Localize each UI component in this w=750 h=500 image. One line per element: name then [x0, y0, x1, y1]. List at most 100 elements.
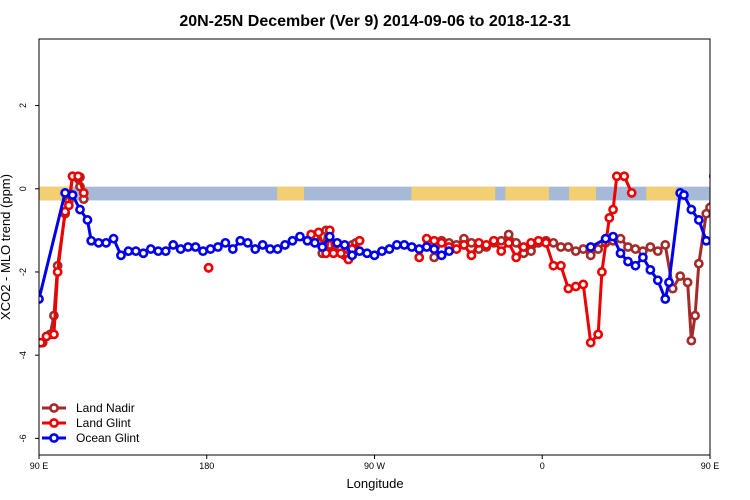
data-point: [623, 256, 633, 267]
data-point: [302, 235, 313, 246]
data-point: [526, 237, 536, 248]
data-point: [295, 231, 305, 242]
data-point: [75, 204, 85, 215]
data-point: [421, 242, 432, 252]
data-point: [205, 244, 216, 254]
data-point: [585, 242, 596, 252]
data-point: [235, 235, 246, 246]
series-line: [417, 174, 634, 345]
data-point: [638, 252, 648, 263]
data-point: [608, 231, 618, 242]
data-point: [369, 250, 380, 261]
data-point: [693, 258, 704, 269]
data-point: [555, 260, 566, 271]
data-point: [732, 252, 739, 259]
data-point: [555, 242, 566, 252]
data-point: [220, 237, 231, 248]
data-point: [336, 248, 346, 259]
series-ocean-glint: [39, 188, 747, 304]
data-point: [660, 294, 671, 304]
legend-marker: [49, 418, 59, 428]
data-point: [645, 264, 656, 275]
data-point: [203, 262, 214, 273]
data-point: [548, 237, 559, 248]
data-point: [377, 246, 387, 257]
data-point: [41, 331, 52, 342]
data-point: [626, 188, 637, 198]
data-point: [481, 240, 492, 250]
data-point: [718, 187, 725, 194]
data-point: [593, 244, 604, 254]
data-point: [317, 242, 328, 252]
data-point: [708, 173, 710, 180]
land-segment: [646, 186, 677, 201]
data-point: [578, 244, 589, 254]
data-point: [287, 235, 298, 246]
data-point: [391, 240, 402, 250]
data-point: [496, 246, 507, 257]
y-tick-label: -2: [18, 268, 28, 276]
data-point: [690, 310, 700, 321]
data-point: [78, 188, 89, 198]
data-point: [526, 246, 536, 257]
plot-area: [39, 171, 747, 348]
x-tick-label: 90 E: [30, 461, 49, 471]
data-point: [740, 248, 747, 255]
data-point: [652, 246, 663, 257]
data-point: [570, 246, 581, 257]
land-segment: [277, 186, 305, 201]
data-point: [131, 246, 141, 257]
data-point: [313, 227, 324, 238]
data-point: [52, 267, 63, 277]
data-point: [362, 248, 372, 259]
data-point: [496, 235, 507, 246]
legend-marker: [49, 433, 59, 443]
data-point: [60, 188, 70, 198]
data-point: [414, 252, 425, 263]
data-point: [160, 246, 171, 257]
x-tick-label: 90 W: [364, 461, 386, 471]
data-point: [339, 240, 350, 250]
data-point: [49, 329, 59, 340]
data-point: [660, 240, 671, 250]
data-point: [593, 329, 604, 340]
data-point: [332, 237, 343, 248]
data-point: [675, 271, 686, 282]
data-point: [406, 242, 417, 252]
data-point: [705, 202, 710, 213]
land-segment: [505, 186, 549, 201]
data-point: [459, 240, 469, 250]
data-point: [101, 237, 111, 248]
y-axis-label: XCO2 - MLO trend (ppm): [0, 174, 13, 320]
data-point: [324, 231, 335, 242]
data-point: [645, 242, 656, 252]
data-point: [183, 242, 194, 252]
data-point: [227, 244, 238, 254]
data-point: [328, 248, 339, 259]
data-point: [108, 233, 119, 244]
data-point: [93, 237, 104, 248]
data-point: [168, 240, 179, 250]
x-axis-label: Longitude: [346, 476, 403, 491]
data-point: [630, 244, 641, 254]
data-point: [682, 277, 693, 288]
data-point: [615, 248, 626, 259]
data-point: [73, 171, 84, 182]
legend-label: Land Nadir: [76, 401, 135, 415]
data-point: [257, 240, 268, 250]
y-tick-label: -4: [18, 351, 28, 359]
data-point: [429, 252, 440, 263]
legend-label: Land Glint: [76, 416, 131, 430]
data-point: [503, 229, 514, 240]
data-point: [570, 281, 581, 292]
data-point: [116, 250, 126, 261]
data-point: [619, 171, 630, 182]
data-point: [153, 246, 164, 257]
data-point: [548, 260, 559, 271]
data-point: [280, 240, 290, 250]
ocean-band: [39, 186, 710, 201]
data-point: [82, 215, 93, 225]
data-point: [718, 239, 725, 246]
